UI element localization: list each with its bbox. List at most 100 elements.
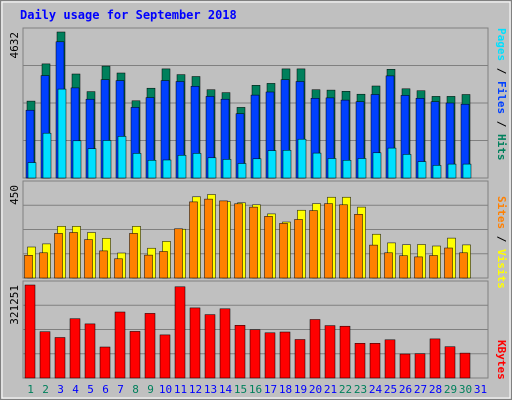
y-max-label: 321251 xyxy=(8,285,21,325)
bar-kbytes-day-24 xyxy=(369,343,381,379)
x-tick-label-day-31: 31 xyxy=(474,383,487,396)
bar-kbytes-day-19 xyxy=(294,339,306,379)
bar-pages-day-15 xyxy=(237,163,247,179)
x-tick-label-day-27: 27 xyxy=(414,383,427,396)
bar-pages-day-1 xyxy=(27,162,37,179)
x-tick-label-day-22: 22 xyxy=(339,383,352,396)
bar-sites-day-16 xyxy=(249,206,258,279)
bar-pages-day-19 xyxy=(297,138,307,179)
bar-pages-day-7 xyxy=(117,136,127,179)
bar-sites-day-23 xyxy=(354,214,363,279)
x-tick-label-day-12: 12 xyxy=(189,383,202,396)
legend-item-visits: Visits xyxy=(495,249,508,289)
panel-visitors: 450 Sites / Visits xyxy=(8,180,508,289)
x-tick-label-day-9: 9 xyxy=(147,383,154,396)
bar-kbytes-day-23 xyxy=(354,343,366,379)
bar-sites-day-14 xyxy=(219,200,228,279)
bar-kbytes-day-13 xyxy=(204,314,216,379)
bar-sites-day-28 xyxy=(429,255,438,279)
legend-item-sites: Sites xyxy=(495,196,508,229)
x-tick-label-day-13: 13 xyxy=(204,383,217,396)
bar-kbytes-day-18 xyxy=(279,331,291,379)
bar-kbytes-day-8 xyxy=(129,331,141,379)
bar-pages-day-30 xyxy=(462,163,472,179)
panel-kbytes: 321251 KBytes xyxy=(8,280,508,380)
bar-sites-day-2 xyxy=(39,252,48,279)
bar-kbytes-day-6 xyxy=(99,346,111,379)
bar-kbytes-day-12 xyxy=(189,307,201,379)
x-tick-label-day-10: 10 xyxy=(159,383,172,396)
x-tick-label-day-4: 4 xyxy=(72,383,79,396)
x-tick-label-day-21: 21 xyxy=(324,383,337,396)
bar-sites-day-22 xyxy=(339,204,348,279)
bar-pages-day-16 xyxy=(252,158,262,179)
bar-kbytes-day-5 xyxy=(84,323,96,379)
bar-kbytes-day-1 xyxy=(24,284,36,379)
bar-kbytes-day-26 xyxy=(399,353,411,379)
bar-pages-day-28 xyxy=(432,165,442,179)
bar-kbytes-day-11 xyxy=(174,286,186,379)
bar-sites-day-11 xyxy=(174,228,183,279)
x-tick-label-day-11: 11 xyxy=(174,383,187,396)
panel-requests: 4632 Pages / Files / Hits xyxy=(8,27,508,179)
bar-pages-day-4 xyxy=(72,140,82,179)
bar-sites-day-26 xyxy=(399,255,408,279)
y-max-label: 450 xyxy=(8,185,21,205)
legend-separator: / xyxy=(495,114,508,134)
bar-pages-day-23 xyxy=(357,158,367,179)
bar-kbytes-day-10 xyxy=(159,334,171,379)
bar-kbytes-day-7 xyxy=(114,311,126,379)
bar-pages-day-5 xyxy=(87,148,97,179)
bar-pages-day-22 xyxy=(342,160,352,179)
legend-item-files: Files xyxy=(495,81,508,114)
x-tick-label-day-19: 19 xyxy=(294,383,307,396)
bar-pages-day-25 xyxy=(387,147,397,179)
bar-pages-day-18 xyxy=(282,150,292,179)
bar-sites-day-5 xyxy=(84,239,93,279)
bar-kbytes-day-27 xyxy=(414,353,426,379)
bar-sites-day-24 xyxy=(369,244,378,279)
bar-pages-day-2 xyxy=(42,132,52,179)
bar-pages-day-13 xyxy=(207,157,217,179)
x-tick-label-day-23: 23 xyxy=(354,383,367,396)
bar-kbytes-day-22 xyxy=(339,325,351,379)
bar-sites-day-18 xyxy=(279,223,288,279)
bar-sites-day-8 xyxy=(129,233,138,279)
chart-title: Daily usage for September 2018 xyxy=(20,8,237,22)
x-tick-label-day-7: 7 xyxy=(117,383,124,396)
bar-sites-day-9 xyxy=(144,254,153,279)
bar-kbytes-day-28 xyxy=(429,338,441,379)
legend-item-pages: Pages xyxy=(495,28,508,61)
bar-pages-day-20 xyxy=(312,152,322,179)
legend-visitors: Sites / Visits xyxy=(495,196,508,289)
legend-requests: Pages / Files / Hits xyxy=(495,28,508,161)
x-tick-label-day-8: 8 xyxy=(132,383,139,396)
bar-pages-day-9 xyxy=(147,160,157,179)
bar-sites-day-6 xyxy=(99,250,108,279)
bar-sites-day-13 xyxy=(204,198,213,279)
bar-pages-day-27 xyxy=(417,161,427,179)
bar-pages-day-8 xyxy=(132,153,142,179)
bar-pages-day-21 xyxy=(327,158,337,179)
legend-item-hits: Hits xyxy=(495,134,508,161)
y-max-label: 4632 xyxy=(8,32,21,59)
bar-sites-day-7 xyxy=(114,258,123,279)
bar-pages-day-29 xyxy=(447,163,457,179)
bar-pages-day-26 xyxy=(402,154,412,179)
bar-pages-day-17 xyxy=(267,150,277,179)
bar-pages-day-11 xyxy=(177,155,187,179)
x-tick-label-day-5: 5 xyxy=(87,383,94,396)
bar-kbytes-day-9 xyxy=(144,313,156,379)
x-tick-label-day-3: 3 xyxy=(57,383,64,396)
x-tick-label-day-14: 14 xyxy=(219,383,233,396)
x-tick-label-day-2: 2 xyxy=(42,383,49,396)
x-tick-label-day-30: 30 xyxy=(459,383,472,396)
bar-kbytes-day-2 xyxy=(39,331,51,379)
x-tick-label-day-25: 25 xyxy=(384,383,397,396)
bar-kbytes-day-3 xyxy=(54,337,66,379)
bar-sites-day-3 xyxy=(54,233,63,279)
x-tick-label-day-20: 20 xyxy=(309,383,322,396)
bar-kbytes-day-4 xyxy=(69,318,81,379)
bar-kbytes-day-17 xyxy=(264,332,276,379)
